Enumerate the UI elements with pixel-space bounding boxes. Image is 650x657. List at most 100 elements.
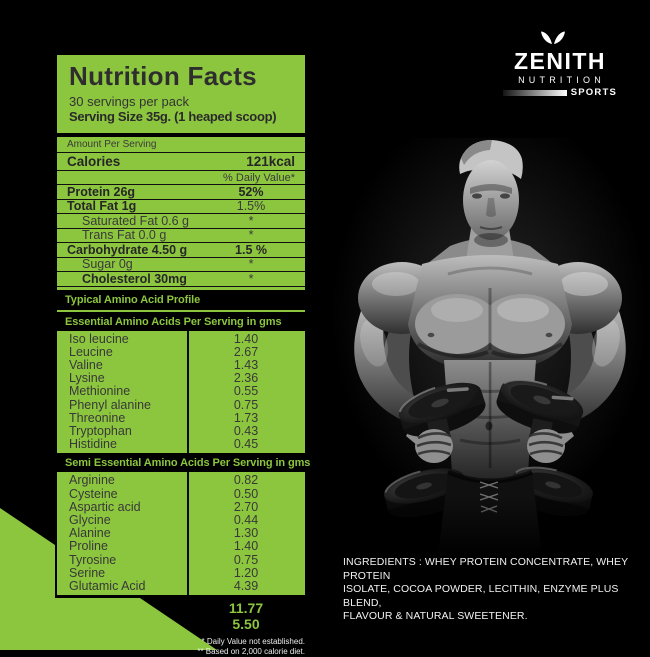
- nutrient-value: *: [248, 213, 254, 228]
- amino-value: 0.45: [233, 437, 259, 452]
- nutrient-value: *: [248, 257, 254, 272]
- amino-name: Tryptophan: [69, 423, 132, 438]
- nutrient-label: Carbohydrate 4.50 g: [67, 242, 188, 257]
- calories-row: Calories 121kcal: [57, 152, 305, 170]
- gradient-bar: [503, 90, 567, 96]
- nutrient-value: *: [248, 271, 254, 286]
- brand-tagline: SPORTS: [570, 87, 617, 98]
- amino-value: 1.40: [233, 539, 259, 554]
- amino-row: Serine 1.20: [57, 565, 305, 580]
- nutrient-value: *: [248, 228, 254, 243]
- summary-label: BCAA: [71, 616, 112, 633]
- amino-value: 0.82: [233, 473, 259, 488]
- amino-value: 1.40: [233, 331, 259, 346]
- ingredients-text: INGREDIENTS : WHEY PROTEIN CONCENTRATE, …: [343, 556, 643, 624]
- nutrient-label: Protein 26g: [67, 184, 136, 199]
- amino-value: 2.67: [233, 344, 259, 359]
- amino-row: Glutamic Acid 4.39: [57, 578, 305, 593]
- amino-value: 4.39: [233, 578, 259, 593]
- label-title: Nutrition Facts: [69, 61, 257, 91]
- amino-row: Glycine 0.44: [57, 512, 305, 527]
- serving-size: Serving Size 35g. (1 heaped scoop): [69, 109, 277, 124]
- amino-name: Iso leucine: [69, 331, 129, 346]
- footnotes: * Daily Value not established. ** Based o…: [57, 637, 305, 657]
- summary-row: EAA 11.77: [57, 600, 305, 616]
- nutrition-label: Nutrition Facts 30 servings per pack Ser…: [57, 55, 311, 657]
- nutrient-label: Cholesterol 30mg: [82, 271, 187, 286]
- semi-essential-heading: Semi Essential Amino Acids Per Serving i…: [65, 457, 311, 470]
- amino-value: 0.75: [233, 397, 259, 412]
- ingredients-line: ISOLATE, COCOA POWDER, LECITHIN, ENZYME …: [343, 583, 619, 609]
- amino-value: 0.50: [233, 486, 259, 501]
- amino-row: Iso leucine 1.40: [57, 331, 305, 346]
- daily-value-header-row: % Daily Value*: [57, 170, 305, 184]
- nutrient-row: Cholesterol 30mg *: [57, 271, 305, 287]
- nutrient-value: 1.5 %: [235, 242, 267, 257]
- amino-name: Glycine: [69, 512, 111, 527]
- amino-value: 0.55: [233, 384, 259, 399]
- semi-essential-amino-table: Arginine 0.82 Cysteine 0.50 Aspartic aci…: [57, 472, 305, 596]
- amino-name: Valine: [69, 357, 103, 372]
- nutrient-label: Total Fat 1g: [67, 199, 137, 214]
- amino-row: Aspartic acid 2.70: [57, 499, 305, 514]
- summary-label: EAA: [71, 600, 101, 617]
- amino-value: 0.75: [233, 552, 259, 567]
- amino-name: Proline: [69, 539, 108, 554]
- summary-row: BCAA 5.50: [57, 616, 305, 632]
- amount-per-serving-row: Amount Per Serving: [57, 137, 305, 152]
- amino-value: 2.36: [233, 371, 259, 386]
- summary-value: 11.77: [228, 600, 264, 617]
- amino-name: Alanine: [69, 526, 111, 541]
- amino-value: 0.43: [233, 423, 259, 438]
- calories-label: Calories: [67, 154, 121, 169]
- amino-name: Lysine: [69, 371, 105, 386]
- amino-value: 1.43: [233, 357, 259, 372]
- essential-heading: Essential Amino Acids Per Serving in gms: [65, 315, 282, 328]
- amino-name: Aspartic acid: [69, 499, 141, 514]
- footnote-line: ** Based on 2,000 calorie diet.: [197, 647, 305, 657]
- amino-row: Leucine 2.67: [57, 344, 305, 359]
- amino-name: Methionine: [69, 384, 131, 399]
- amino-row: Arginine 0.82: [57, 474, 305, 487]
- zenith-logo: ZENITH NUTRITION SPORTS: [503, 30, 617, 98]
- daily-value-header: % Daily Value*: [223, 171, 295, 184]
- nutrient-label: Trans Fat 0.0 g: [82, 228, 167, 243]
- amino-value: 0.44: [233, 512, 259, 527]
- sports-row: SPORTS: [503, 88, 617, 98]
- amino-summary: EAA 11.77 BCAA 5.50: [57, 600, 305, 632]
- amino-name: Threonine: [69, 410, 126, 425]
- amino-row: Histidine 0.45: [57, 437, 305, 452]
- amino-value: 1.30: [233, 526, 259, 541]
- amino-profile-title: Typical Amino Acid Profile: [65, 293, 201, 306]
- amino-name: Serine: [69, 565, 106, 580]
- essential-amino-table: Iso leucine 1.40 Leucine 2.67 Valine 1.4…: [57, 330, 305, 454]
- label-header: Nutrition Facts 30 servings per pack Ser…: [57, 55, 305, 133]
- nutrient-table: Amount Per Serving Calories 121kcal % Da…: [57, 137, 305, 290]
- nutrient-row: Trans Fat 0.0 g *: [57, 227, 305, 243]
- nutrient-row: Total Fat 1g 1.5%: [57, 198, 305, 214]
- amino-name: Glutamic Acid: [69, 578, 146, 593]
- amount-per-serving-label: Amount Per Serving: [67, 139, 157, 150]
- amino-value: 2.70: [233, 499, 259, 514]
- amino-name: Tyrosine: [69, 552, 117, 567]
- amino-row: Cysteine 0.50: [57, 486, 305, 501]
- amino-name: Cysteine: [69, 486, 118, 501]
- amino-row: Phenyl alanine 0.75: [57, 397, 305, 412]
- amino-value: 1.73: [233, 410, 259, 425]
- calories-value: 121kcal: [246, 154, 295, 169]
- brand-sub: NUTRITION: [518, 75, 605, 85]
- amino-row: Valine 1.43: [57, 357, 305, 372]
- nutrient-rows: Protein 26g 52% Total Fat 1g 1.5% Satura…: [57, 184, 305, 287]
- corner-accent-shape: [0, 508, 217, 650]
- nutrient-row: Saturated Fat 0.6 g *: [57, 213, 305, 228]
- ingredients-line: FLAVOUR & NATURAL SWEETENER.: [343, 610, 528, 622]
- nutrient-row: Protein 26g 52%: [57, 184, 305, 199]
- nutrient-label: Saturated Fat 0.6 g: [82, 213, 190, 228]
- servings-per-pack: 30 servings per pack: [69, 94, 189, 109]
- ingredients-line: INGREDIENTS : WHEY PROTEIN CONCENTRATE, …: [343, 556, 629, 582]
- amino-name: Histidine: [69, 437, 117, 452]
- amino-row: Tyrosine 0.75: [57, 552, 305, 567]
- summary-value: 5.50: [232, 616, 260, 633]
- nutrient-value: 52%: [238, 184, 264, 199]
